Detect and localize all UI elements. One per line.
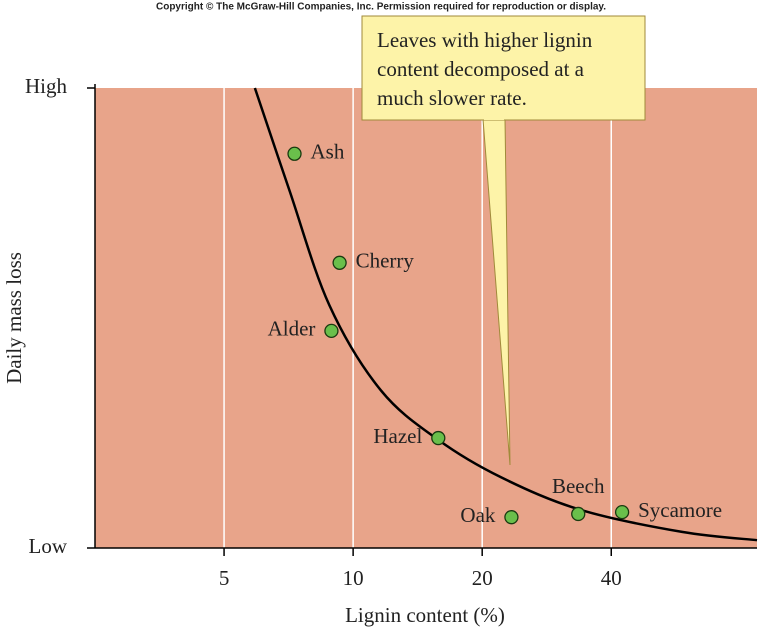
point: [324, 323, 339, 339]
point: [571, 506, 586, 522]
point-label: Sycamore: [638, 498, 722, 522]
point: [431, 430, 446, 446]
point: [504, 510, 519, 525]
annotation-line: Leaves with higher lignin: [377, 28, 593, 52]
grid: [223, 88, 613, 548]
point: [614, 504, 630, 520]
copyright: Copyright © The McGraw-Hill Companies, I…: [156, 2, 606, 13]
y-axis-label: Daily mass loss: [2, 252, 26, 384]
x-tick-label: 20: [472, 566, 493, 590]
plot-area: [95, 88, 757, 548]
annotation-line: much slower rate.: [377, 86, 527, 110]
ticks: 5 10 20 40 Low High: [25, 74, 622, 590]
annotation-line: content decomposed at a: [377, 57, 585, 81]
x-axis-label: Lignin content (%): [345, 603, 505, 627]
points: Ash Cherry Alder Hazel Oak Beech Sycamore: [268, 140, 722, 527]
point-label: Beech: [552, 474, 605, 498]
point-label: Cherry: [356, 249, 415, 273]
point-label: Alder: [268, 317, 316, 341]
callout-box: [361, 15, 646, 121]
point-label: Oak: [460, 503, 495, 527]
point: [332, 255, 347, 270]
y-tick-label: Low: [29, 534, 68, 558]
x-tick-label: 5: [219, 566, 230, 590]
x-tick-label: 40: [601, 566, 622, 590]
x-tick-label: 10: [343, 566, 364, 590]
point: [287, 146, 302, 161]
point-label: Hazel: [373, 424, 422, 448]
callout: Leaves with higher lignin content decomp…: [361, 15, 646, 466]
point-label: Ash: [311, 140, 345, 164]
y-tick-label: High: [25, 74, 68, 98]
